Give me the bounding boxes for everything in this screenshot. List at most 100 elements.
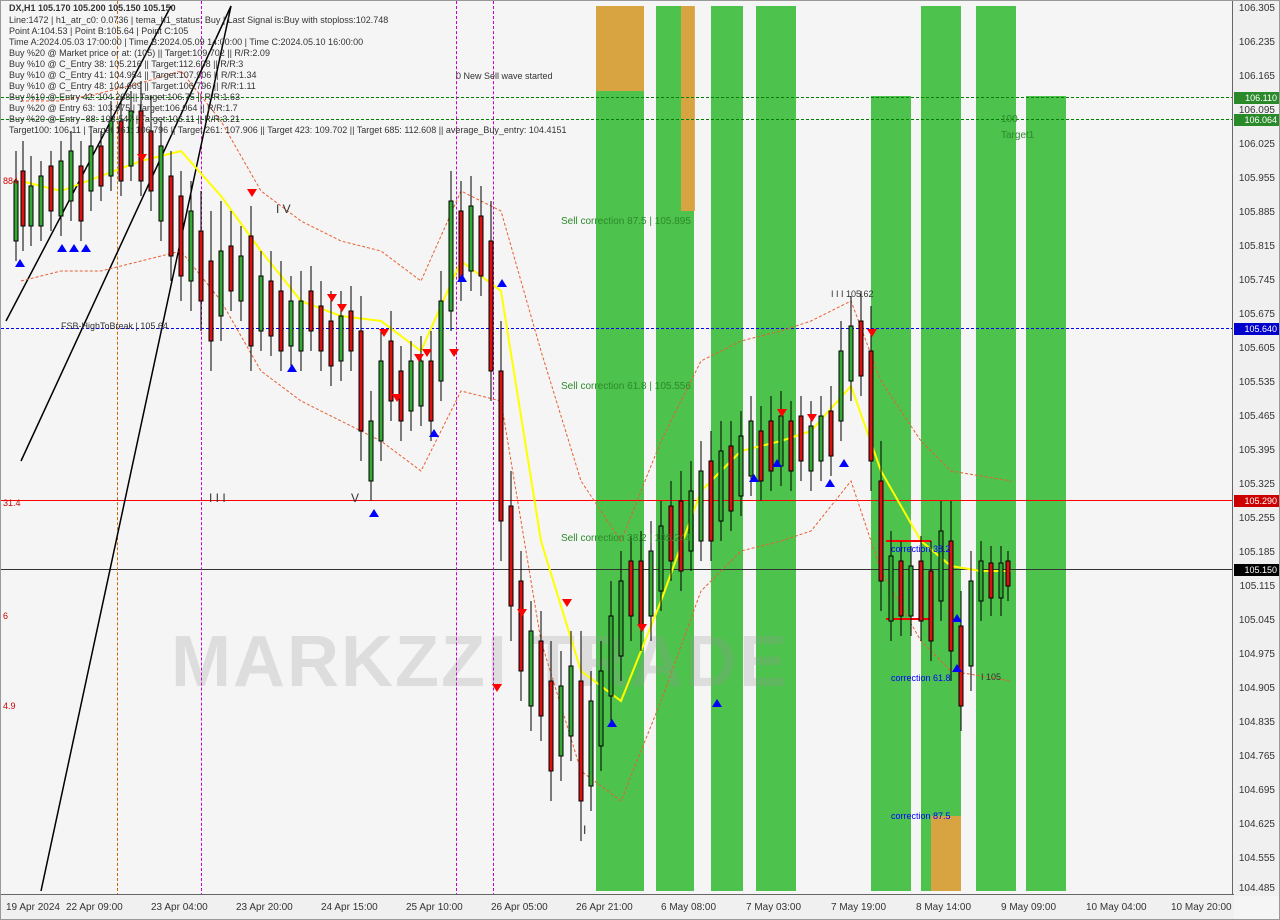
annotation-v: V xyxy=(351,493,359,504)
arrow-up-icon xyxy=(952,614,962,622)
y-tick: 105.395 xyxy=(1239,445,1275,456)
annotation-c618: correction 61.8 xyxy=(891,673,951,684)
y-tick: 105.955 xyxy=(1239,173,1275,184)
y-tick: 105.465 xyxy=(1239,411,1275,422)
green-zone xyxy=(921,6,961,891)
info-line: Target100: 106.11 | Target 161: 106.796 … xyxy=(9,125,566,136)
green-zone xyxy=(871,96,911,891)
chart-title: DX,H1 105.170 105.200 105.150 105.150 xyxy=(9,3,176,14)
left-label: 31.4 xyxy=(3,498,21,509)
arrow-down-icon xyxy=(422,349,432,357)
price-tag: 105.640 xyxy=(1234,323,1279,335)
y-tick: 105.745 xyxy=(1239,275,1275,286)
y-tick: 104.835 xyxy=(1239,717,1275,728)
hline-price xyxy=(1,569,1234,570)
arrow-up-icon xyxy=(825,479,835,487)
y-tick: 105.045 xyxy=(1239,615,1275,626)
left-label: 884 xyxy=(3,176,18,187)
arrow-up-icon xyxy=(15,259,25,267)
x-tick: 7 May 19:00 xyxy=(831,902,886,913)
x-tick: 10 May 04:00 xyxy=(1086,902,1147,913)
arrow-up-icon xyxy=(429,429,439,437)
arrow-up-icon xyxy=(81,244,91,252)
y-tick: 105.605 xyxy=(1239,343,1275,354)
x-tick: 26 Apr 21:00 xyxy=(576,902,633,913)
annotation-sell875: Sell correction 87.5 | 105.895 xyxy=(561,216,691,227)
arrow-down-icon xyxy=(327,294,337,302)
info-line: Buy %10 @ C_Entry 48: 104.669 || Target:… xyxy=(9,81,256,92)
annotation-fsb: FSB-HighToBreak | 105.64 xyxy=(61,321,168,332)
arrow-up-icon xyxy=(57,244,67,252)
arrow-down-icon xyxy=(867,329,877,337)
x-tick: 19 Apr 2024 xyxy=(6,902,60,913)
arrow-up-icon xyxy=(712,699,722,707)
x-tick: 7 May 03:00 xyxy=(746,902,801,913)
x-tick: 24 Apr 15:00 xyxy=(321,902,378,913)
info-line: Buy %10 @ C_Entry 41: 104.954 || Target:… xyxy=(9,70,256,81)
y-tick: 106.235 xyxy=(1239,37,1275,48)
y-tick: 104.695 xyxy=(1239,785,1275,796)
hline-fsb xyxy=(1,328,1234,329)
info-line: Buy %20 @ Entry -88: 103.547 | Target:10… xyxy=(9,114,240,125)
y-tick: 105.325 xyxy=(1239,479,1275,490)
arrow-down-icon xyxy=(492,684,502,692)
annotation-sell382: Sell correction 38.2 | 105.244 xyxy=(561,533,691,544)
arrow-down-icon xyxy=(337,304,347,312)
x-tick: 23 Apr 04:00 xyxy=(151,902,208,913)
arrow-down-icon xyxy=(637,624,647,632)
annotation-iv: I V xyxy=(276,204,291,215)
annotation-iii: I I I xyxy=(209,493,226,504)
x-tick: 9 May 09:00 xyxy=(1001,902,1056,913)
arrow-down-icon xyxy=(392,394,402,402)
y-tick: 104.905 xyxy=(1239,683,1275,694)
arrow-up-icon xyxy=(952,664,962,672)
x-axis: 19 Apr 2024 22 Apr 09:00 23 Apr 04:00 23… xyxy=(1,894,1234,919)
left-label: 6 xyxy=(3,611,8,622)
price-tag: 106.110 xyxy=(1234,92,1279,104)
y-tick: 105.675 xyxy=(1239,309,1275,320)
y-tick: 106.305 xyxy=(1239,3,1275,14)
y-tick: 105.885 xyxy=(1239,207,1275,218)
annotation-iii105: I I I 105.62 xyxy=(831,289,874,300)
info-line: Buy %20 @ Market price or at: (105) || T… xyxy=(9,48,270,59)
arrow-up-icon xyxy=(749,474,759,482)
y-tick: 104.625 xyxy=(1239,819,1275,830)
y-tick: 104.765 xyxy=(1239,751,1275,762)
y-tick: 106.165 xyxy=(1239,71,1275,82)
arrow-down-icon xyxy=(777,409,787,417)
annotation-100: 100 xyxy=(1001,114,1018,125)
trading-chart: MARKZZI TRADE xyxy=(0,0,1280,920)
y-tick: 104.975 xyxy=(1239,649,1275,660)
x-tick: 10 May 20:00 xyxy=(1171,902,1232,913)
annotation-sell618: Sell correction 61.8 | 105.556 xyxy=(561,381,691,392)
y-tick: 105.535 xyxy=(1239,377,1275,388)
orange-zone xyxy=(681,6,695,211)
left-label: 4.9 xyxy=(3,701,16,712)
annotation-new-sell: 0 New Sell wave started xyxy=(456,71,553,82)
y-tick: 105.115 xyxy=(1240,581,1275,592)
y-tick: 106.025 xyxy=(1239,139,1275,150)
y-tick: 104.555 xyxy=(1239,853,1275,864)
arrow-down-icon xyxy=(379,329,389,337)
info-line: Line:1472 | h1_atr_c0: 0.0736 | tema_h1_… xyxy=(9,15,388,26)
y-tick: 105.815 xyxy=(1239,241,1275,252)
green-zone xyxy=(711,6,743,891)
arrow-up-icon xyxy=(497,279,507,287)
info-line: Buy %20 @ Entry 63: 103.975 | Target:106… xyxy=(9,103,238,114)
arrow-up-icon xyxy=(772,459,782,467)
info-line: Buy %10 @ Entry 42: 104.268 || Target:10… xyxy=(9,92,240,103)
x-tick: 25 Apr 10:00 xyxy=(406,902,463,913)
x-tick: 26 Apr 05:00 xyxy=(491,902,548,913)
x-tick: 23 Apr 20:00 xyxy=(236,902,293,913)
arrow-up-icon xyxy=(69,244,79,252)
price-tag: 105.290 xyxy=(1234,495,1279,507)
y-tick: 105.185 xyxy=(1239,547,1275,558)
x-tick: 6 May 08:00 xyxy=(661,902,716,913)
arrow-up-icon xyxy=(369,509,379,517)
x-tick: 22 Apr 09:00 xyxy=(66,902,123,913)
arrow-down-icon xyxy=(449,349,459,357)
y-tick: 105.255 xyxy=(1239,513,1275,524)
chart-plot-area[interactable]: MARKZZI TRADE xyxy=(1,1,1234,896)
arrow-down-icon xyxy=(137,154,147,162)
info-line: Point A:104.53 | Point B:105.64 | Point … xyxy=(9,26,188,37)
